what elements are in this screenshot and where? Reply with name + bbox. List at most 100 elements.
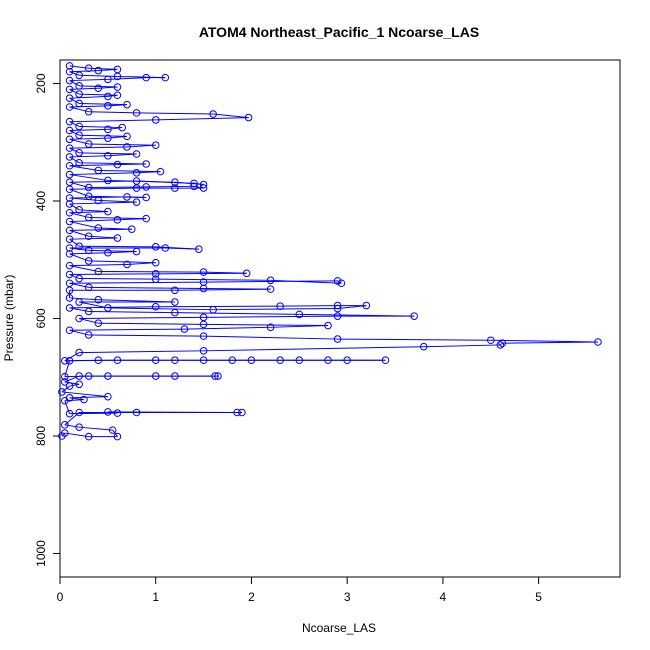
data-point bbox=[123, 260, 131, 269]
data-point bbox=[65, 161, 74, 170]
data-point bbox=[238, 408, 246, 417]
data-point bbox=[75, 206, 83, 214]
series-line-segment bbox=[64, 375, 80, 383]
data-point bbox=[132, 150, 141, 158]
data-point bbox=[104, 408, 112, 416]
series-line-segment bbox=[69, 71, 80, 76]
series-line-segment bbox=[69, 147, 80, 154]
series-line-segment bbox=[203, 335, 338, 340]
data-point bbox=[65, 226, 74, 235]
data-point bbox=[180, 325, 189, 333]
data-point bbox=[75, 71, 83, 80]
series-line-segment bbox=[69, 156, 80, 164]
data-point bbox=[333, 301, 342, 310]
data-point bbox=[84, 331, 93, 339]
series-line-segment bbox=[280, 305, 338, 307]
series-line-segment bbox=[69, 80, 80, 87]
data-point bbox=[65, 261, 74, 270]
series-line-segment bbox=[64, 400, 71, 414]
data-point bbox=[65, 62, 74, 70]
series-line-segment bbox=[69, 219, 118, 223]
x-axis: 0 1 2 3 4 5 bbox=[57, 576, 542, 604]
data-point bbox=[190, 182, 198, 191]
data-point bbox=[244, 113, 253, 122]
data-point bbox=[118, 123, 127, 132]
data-point bbox=[410, 312, 418, 320]
x-tick-label: 5 bbox=[535, 590, 542, 604]
series-line-segment bbox=[203, 280, 338, 283]
series-line-segment bbox=[88, 249, 137, 253]
data-point bbox=[151, 243, 160, 251]
series-line-segment bbox=[88, 310, 175, 314]
y-tick-label: 400 bbox=[34, 191, 48, 211]
data-point bbox=[247, 356, 256, 365]
data-point bbox=[171, 178, 179, 186]
data-point bbox=[75, 408, 83, 417]
data-point bbox=[94, 224, 103, 232]
series-line-segment bbox=[69, 263, 128, 267]
data-point bbox=[132, 169, 141, 177]
data-point bbox=[233, 408, 241, 417]
x-tick-label: 0 bbox=[57, 590, 64, 604]
data-point bbox=[113, 409, 122, 417]
series-line-segment bbox=[69, 88, 80, 95]
data-point bbox=[65, 235, 74, 243]
series-line-segment bbox=[69, 137, 108, 140]
data-point bbox=[161, 244, 170, 252]
data-point bbox=[65, 85, 74, 94]
data-point bbox=[151, 258, 160, 267]
series-line-segment bbox=[69, 273, 80, 280]
data-point bbox=[104, 304, 112, 312]
data-point bbox=[75, 90, 83, 98]
data-point bbox=[594, 338, 602, 346]
data-point bbox=[65, 103, 74, 111]
data-point bbox=[151, 302, 160, 311]
data-point bbox=[65, 178, 74, 186]
y-tick-label: 1000 bbox=[34, 540, 48, 567]
series-line-segment bbox=[88, 195, 147, 198]
data-point bbox=[199, 347, 208, 355]
data-point bbox=[362, 301, 371, 310]
data-point bbox=[113, 234, 122, 242]
data-point bbox=[242, 269, 251, 278]
series-line-segment bbox=[69, 328, 185, 331]
series-line-segment bbox=[64, 359, 99, 362]
data-point bbox=[190, 179, 198, 188]
series-line-segment bbox=[107, 411, 238, 413]
data-point bbox=[142, 193, 150, 202]
data-point bbox=[60, 378, 69, 386]
series-line-segment bbox=[69, 203, 80, 211]
series-line-segment bbox=[79, 102, 128, 106]
data-point bbox=[65, 217, 74, 226]
series-line-segment bbox=[155, 272, 247, 275]
data-point bbox=[65, 200, 74, 208]
series-line-segment bbox=[61, 385, 70, 393]
data-point bbox=[65, 126, 74, 135]
series-line-segment bbox=[98, 169, 161, 173]
data-point bbox=[65, 117, 74, 126]
series-line-segment bbox=[64, 375, 89, 378]
data-point bbox=[333, 304, 342, 313]
y-axis: 200 400 600 800 1000 bbox=[34, 73, 61, 567]
data-point bbox=[266, 323, 275, 332]
series-line-segment bbox=[337, 305, 367, 310]
data-point bbox=[127, 225, 136, 233]
chart-title: ATOM4 Northeast_Pacific_1 Ncoarse_LAS bbox=[199, 24, 479, 40]
data-point bbox=[58, 388, 66, 396]
data-point bbox=[84, 140, 93, 148]
data-point bbox=[75, 131, 83, 139]
data-point bbox=[108, 426, 117, 434]
data-point bbox=[75, 149, 83, 157]
data-point bbox=[75, 82, 83, 90]
data-point bbox=[65, 144, 74, 152]
data-point bbox=[151, 141, 160, 149]
data-point bbox=[65, 244, 74, 252]
data-point bbox=[94, 295, 103, 304]
data-point bbox=[151, 356, 160, 365]
series-line-segment bbox=[98, 322, 204, 325]
data-point bbox=[113, 160, 122, 169]
series-line-segment bbox=[79, 152, 137, 155]
data-point bbox=[142, 214, 150, 223]
series-line-segment bbox=[69, 155, 108, 158]
